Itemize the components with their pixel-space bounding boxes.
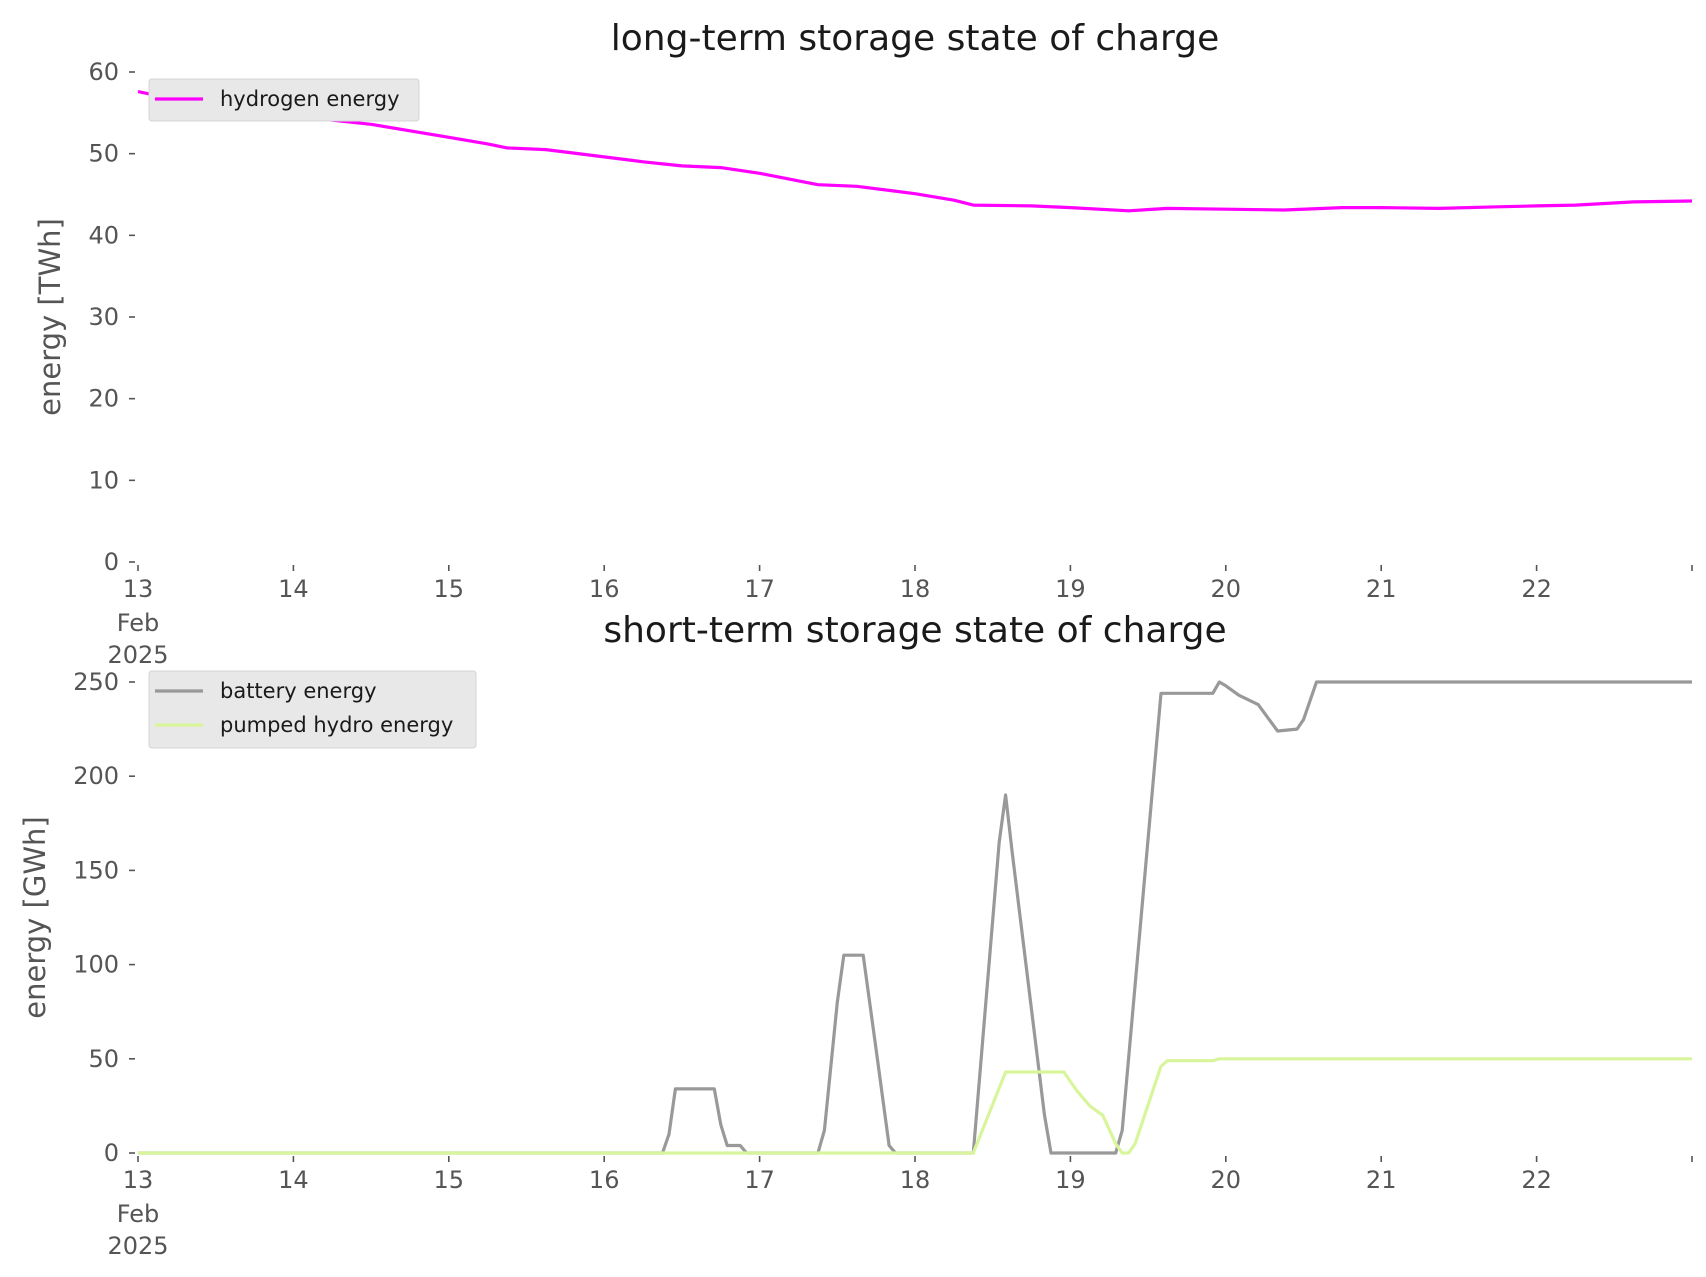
y-tick-label: 100 bbox=[73, 951, 119, 979]
x-tick-label: 17 bbox=[744, 575, 775, 603]
x-tick-label: 18 bbox=[900, 575, 931, 603]
y-axis-label: energy [GWh] bbox=[18, 816, 52, 1018]
legend-label: battery energy bbox=[220, 679, 377, 703]
y-tick-label: 10 bbox=[88, 466, 119, 494]
x-axis: 13 Feb 2025 14 15 16 17 18 19 20 21 22 bbox=[107, 565, 1693, 669]
x-tick-label: 22 bbox=[1521, 575, 1552, 603]
x-tick-sublabel: Feb bbox=[117, 1200, 160, 1228]
y-axis-label: energy [TWh] bbox=[33, 218, 67, 416]
x-tick-label: 19 bbox=[1055, 1166, 1086, 1194]
chart-title: long-term storage state of charge bbox=[611, 18, 1219, 59]
x-tick-label: 13 bbox=[123, 1166, 154, 1194]
y-tick-label: 200 bbox=[73, 762, 119, 790]
y-tick-label: 60 bbox=[88, 58, 119, 86]
x-tick-label: 19 bbox=[1055, 575, 1086, 603]
x-tick-label: 14 bbox=[278, 575, 309, 603]
x-tick-label: 14 bbox=[278, 1166, 309, 1194]
y-axis: 0 50 100 150 200 250 bbox=[73, 668, 135, 1167]
y-tick-label: 0 bbox=[104, 1139, 119, 1167]
y-tick-label: 30 bbox=[88, 303, 119, 331]
x-tick-label: 16 bbox=[589, 1166, 620, 1194]
x-tick-label: 15 bbox=[434, 575, 465, 603]
x-tick-label: 22 bbox=[1521, 1166, 1552, 1194]
x-tick-sublabel: 2025 bbox=[107, 641, 168, 669]
y-tick-label: 20 bbox=[88, 385, 119, 413]
x-axis: 13 Feb 2025 14 15 16 17 18 19 20 21 22 bbox=[107, 1156, 1693, 1260]
x-tick-label: 13 bbox=[123, 575, 154, 603]
x-tick-label: 18 bbox=[900, 1166, 931, 1194]
legend-box bbox=[148, 78, 420, 122]
x-tick-label: 17 bbox=[744, 1166, 775, 1194]
legend-box bbox=[148, 670, 477, 749]
y-tick-label: 0 bbox=[104, 548, 119, 576]
y-tick-label: 250 bbox=[73, 668, 119, 696]
x-tick-sublabel: Feb bbox=[117, 609, 160, 637]
legend: hydrogen energy bbox=[148, 78, 420, 122]
y-axis: 0 10 20 30 40 50 60 bbox=[88, 58, 135, 576]
legend: battery energy pumped hydro energy bbox=[148, 670, 477, 749]
chart-title: short-term storage state of charge bbox=[603, 610, 1226, 651]
series-line bbox=[138, 1057, 1692, 1155]
series-line bbox=[138, 680, 1692, 1155]
y-tick-label: 40 bbox=[88, 221, 119, 249]
x-tick-label: 15 bbox=[434, 1166, 465, 1194]
x-tick-label: 16 bbox=[589, 575, 620, 603]
short-term-chart: short-term storage state of charge energ… bbox=[18, 610, 1693, 1260]
y-tick-label: 50 bbox=[88, 140, 119, 168]
y-tick-label: 150 bbox=[73, 856, 119, 884]
legend-label: pumped hydro energy bbox=[220, 713, 453, 737]
series-line bbox=[137, 90, 1693, 213]
x-tick-label: 20 bbox=[1211, 1166, 1242, 1194]
series-lines bbox=[137, 90, 1693, 213]
x-tick-label: 21 bbox=[1366, 1166, 1397, 1194]
y-tick-label: 50 bbox=[88, 1045, 119, 1073]
x-tick-label: 20 bbox=[1211, 575, 1242, 603]
x-tick-label: 21 bbox=[1366, 575, 1397, 603]
x-tick-sublabel: 2025 bbox=[107, 1232, 168, 1260]
series-lines bbox=[138, 680, 1692, 1155]
legend-label: hydrogen energy bbox=[220, 87, 400, 111]
long-term-chart: long-term storage state of charge energy… bbox=[33, 18, 1693, 669]
